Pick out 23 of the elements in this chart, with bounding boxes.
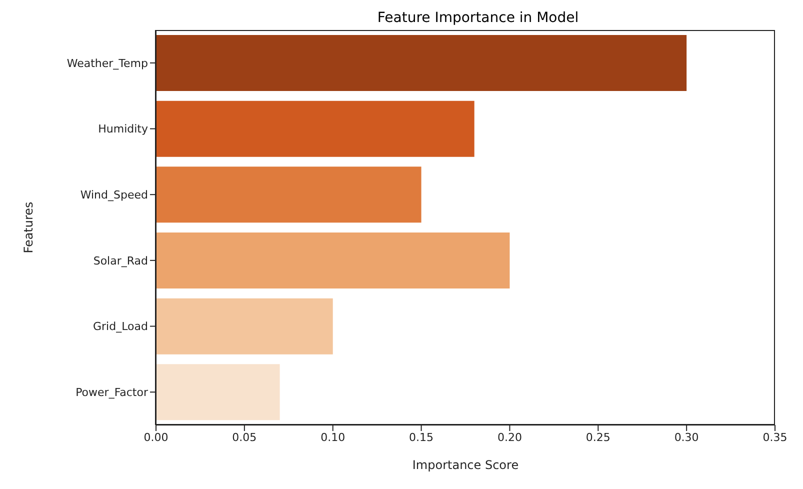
y-tick-label: Power_Factor <box>76 386 148 399</box>
y-tick-label: Grid_Load <box>93 320 148 334</box>
x-tick-label: 0.15 <box>409 430 434 444</box>
bar <box>156 232 510 288</box>
x-tick-label: 0.35 <box>762 430 788 444</box>
chart-title: Feature Importance in Model <box>376 10 580 26</box>
x-tick-label: 0.00 <box>144 430 168 444</box>
y-tick-label: Weather_Temp <box>66 56 148 70</box>
x-tick-label: 0.25 <box>586 430 610 444</box>
y-tick-label: Humidity <box>98 122 148 136</box>
x-tick-label: 0.30 <box>674 430 699 444</box>
y-axis-title: Features <box>21 202 36 254</box>
x-tick-label: 0.10 <box>320 430 346 444</box>
y-tick-label: Solar_Rad <box>93 254 148 268</box>
x-axis-title: Importance Score <box>412 458 519 472</box>
y-tick-label: Wind_Speed <box>80 188 148 202</box>
bar <box>156 364 280 420</box>
bar <box>156 35 687 91</box>
bar <box>156 100 474 157</box>
x-tick-label: 0.20 <box>497 430 522 444</box>
x-tick-label: 0.05 <box>232 430 257 444</box>
bar <box>156 298 333 354</box>
bar <box>156 166 422 223</box>
